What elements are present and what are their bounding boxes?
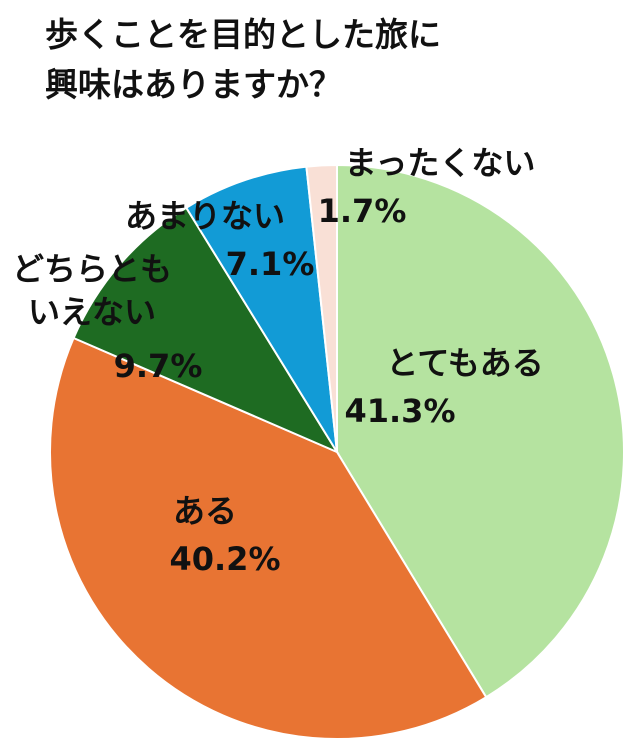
category-label: とてもある [386, 344, 544, 382]
value-label: 1.7% [317, 192, 407, 230]
value-label: 7.1% [225, 245, 315, 283]
value-label: 41.3% [344, 392, 456, 430]
chart-title: 興味はありますか？ [45, 65, 342, 104]
chart-title: 歩くことを目的とした旅に [45, 15, 441, 54]
pie-slice [49, 336, 488, 740]
category-label: まったくない [344, 144, 536, 182]
category-label: ある [172, 492, 238, 530]
category-label: どちらともいえない [11, 250, 172, 332]
pie-slice [305, 163, 338, 453]
value-label: 40.2% [169, 540, 281, 578]
value-label: 9.7% [113, 347, 203, 385]
pie-slice [336, 163, 625, 699]
pie-slice [72, 206, 340, 455]
pie-slice [184, 165, 338, 453]
category-label: あまりない [124, 197, 286, 235]
